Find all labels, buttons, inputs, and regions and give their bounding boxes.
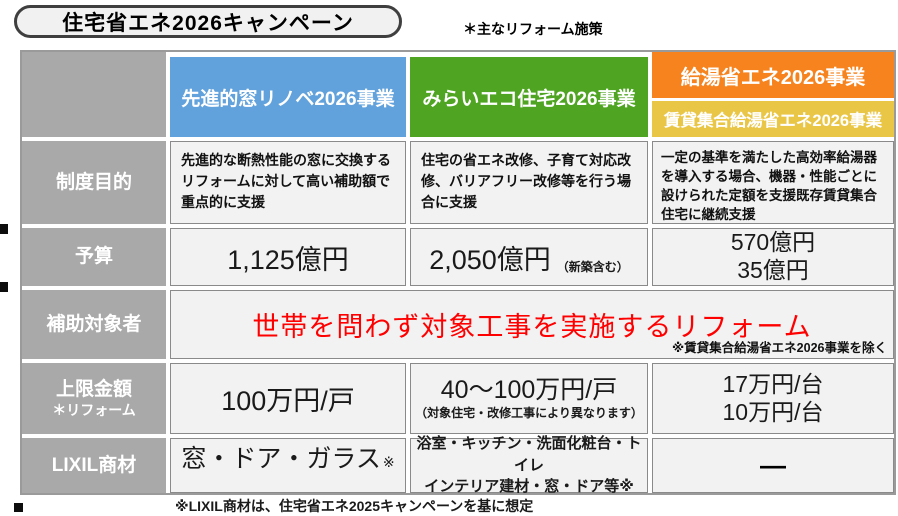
budget-value-line1: 570億円 (730, 229, 816, 256)
row-label-target: 補助対象者 (22, 290, 166, 359)
lixil-products: 窓・ドア・ガラス (181, 445, 381, 473)
column-header-label: みらいエコ住宅2026事業 (422, 88, 636, 110)
row-label-lixil: LIXIL商材 (22, 438, 166, 493)
bottom-footnote: ※LIXIL商材は、住宅省エネ2025キャンペーンを基に想定 (175, 498, 534, 514)
limit-label-sub: ＊リフォーム (52, 401, 136, 418)
decoration-square (0, 282, 8, 292)
purpose-cell-kyuto: 一定の基準を満たした高効率給湯器を導入する場合、機器・性能ごとに設けられた定額を… (652, 141, 894, 224)
limit-value: 40～100万円/戸 (440, 376, 618, 405)
lixil-cell-kyuto: — (652, 438, 894, 493)
budget-value: 1,125億円 (227, 244, 349, 275)
limit-value: 100万円/戸 (221, 386, 355, 416)
lixil-marker: ※ (382, 454, 395, 470)
column-header-mirai-eco: みらいエコ住宅2026事業 (410, 57, 648, 137)
target-exclusion-note: ※賃貸集合給湯省エネ2026事業を除く (672, 341, 887, 355)
row-label-purpose: 制度目的 (22, 141, 166, 224)
lixil-cell-eco: 浴室・キッチン・洗面化粧台・トイレ インテリア建材・窓・ドア等※ (410, 435, 648, 495)
target-text: 世帯を問わず対象工事を実施するリフォーム (252, 312, 812, 342)
budget-cell-window: 1,125億円 (170, 228, 406, 286)
header-corner-cell (22, 52, 166, 137)
budget-cell-kyuto: 570億円 35億円 (652, 228, 894, 286)
row-label-budget: 予算 (22, 228, 166, 286)
top-note: ＊主なリフォーム施策 (463, 21, 603, 37)
column-header-chintai-kyuto: 賃貸集合給湯省エネ2026事業 (652, 101, 894, 137)
page-title-box: 住宅省エネ2026キャンペーン (14, 5, 402, 38)
column-header-kyuto: 給湯省エネ2026事業 (652, 52, 894, 98)
lixil-products-line2: インテリア建材・窓・ドア等※ (424, 478, 634, 496)
limit-note: （対象住宅・改修工事により異なります） (415, 405, 643, 420)
budget-value-line2: 35億円 (737, 257, 809, 283)
limit-label: 上限金額 (55, 378, 132, 400)
limit-value-line1: 17万円/台 (722, 370, 824, 397)
column-header-window-renovation: 先進的窓リノベ2026事業 (170, 57, 406, 137)
target-merged-cell: 世帯を問わず対象工事を実施するリフォーム ※賃貸集合給湯省エネ2026事業を除く (170, 290, 894, 359)
campaign-table: 先進的窓リノベ2026事業 みらいエコ住宅2026事業 給湯省エネ2026事業 … (20, 50, 896, 495)
lixil-cell-window: 窓・ドア・ガラス ※ (170, 438, 406, 493)
limit-value-line2: 10万円/台 (722, 398, 824, 425)
limit-cell-kyuto: 17万円/台 10万円/台 (652, 363, 894, 434)
column-header-kyuto-group: 給湯省エネ2026事業 賃貸集合給湯省エネ2026事業 (652, 52, 894, 137)
column-header-label: 先進的窓リノベ2026事業 (181, 88, 395, 110)
column-header-label: 賃貸集合給湯省エネ2026事業 (663, 112, 883, 130)
limit-cell-window: 100万円/戸 (170, 363, 406, 434)
decoration-square (14, 503, 23, 512)
budget-note: （新築含む） (556, 260, 629, 274)
lixil-products-line1: 浴室・キッチン・洗面化粧台・トイレ (416, 434, 642, 474)
purpose-cell-window: 先進的な断熱性能の窓に交換するリフォームに対して高い補助額で重点的に支援 (170, 141, 406, 224)
column-header-label: 給湯省エネ2026事業 (680, 66, 866, 89)
page-title: 住宅省エネ2026キャンペーン (62, 11, 354, 35)
purpose-cell-eco: 住宅の省エネ改修、子育て対応改修、バリアフリー改修等を行う場合に支援 (410, 141, 648, 224)
row-label-limit: 上限金額 ＊リフォーム (22, 363, 166, 434)
decoration-square (0, 224, 8, 234)
limit-cell-eco: 40～100万円/戸 （対象住宅・改修工事により異なります） (410, 363, 648, 434)
budget-cell-eco: 2,050億円 （新築含む） (410, 228, 648, 286)
budget-value: 2,050億円 (429, 244, 551, 275)
